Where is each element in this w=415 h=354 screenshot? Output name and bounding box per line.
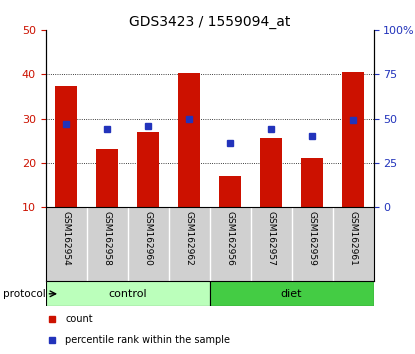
Bar (96, 149, 118, 207)
Text: diet: diet (281, 289, 302, 299)
Title: GDS3423 / 1559094_at: GDS3423 / 1559094_at (129, 15, 290, 29)
Bar (219, 176, 242, 207)
Text: GSM162957: GSM162957 (266, 211, 276, 266)
Bar (342, 72, 364, 207)
Text: GSM162959: GSM162959 (308, 211, 317, 266)
Bar (46, 281, 210, 306)
Bar (301, 158, 323, 207)
Text: control: control (108, 289, 147, 299)
Text: percentile rank within the sample: percentile rank within the sample (65, 335, 230, 345)
Bar (178, 73, 200, 207)
Bar (210, 281, 374, 306)
Bar (260, 138, 282, 207)
Text: GSM162960: GSM162960 (144, 211, 153, 266)
Bar (137, 132, 159, 207)
Text: count: count (65, 314, 93, 324)
Text: GSM162954: GSM162954 (62, 211, 71, 266)
Text: GSM162958: GSM162958 (103, 211, 112, 266)
Bar (55, 86, 78, 207)
Text: GSM162956: GSM162956 (226, 211, 234, 266)
Text: GSM162962: GSM162962 (185, 211, 193, 266)
Text: GSM162961: GSM162961 (349, 211, 357, 266)
Text: protocol: protocol (3, 289, 46, 299)
